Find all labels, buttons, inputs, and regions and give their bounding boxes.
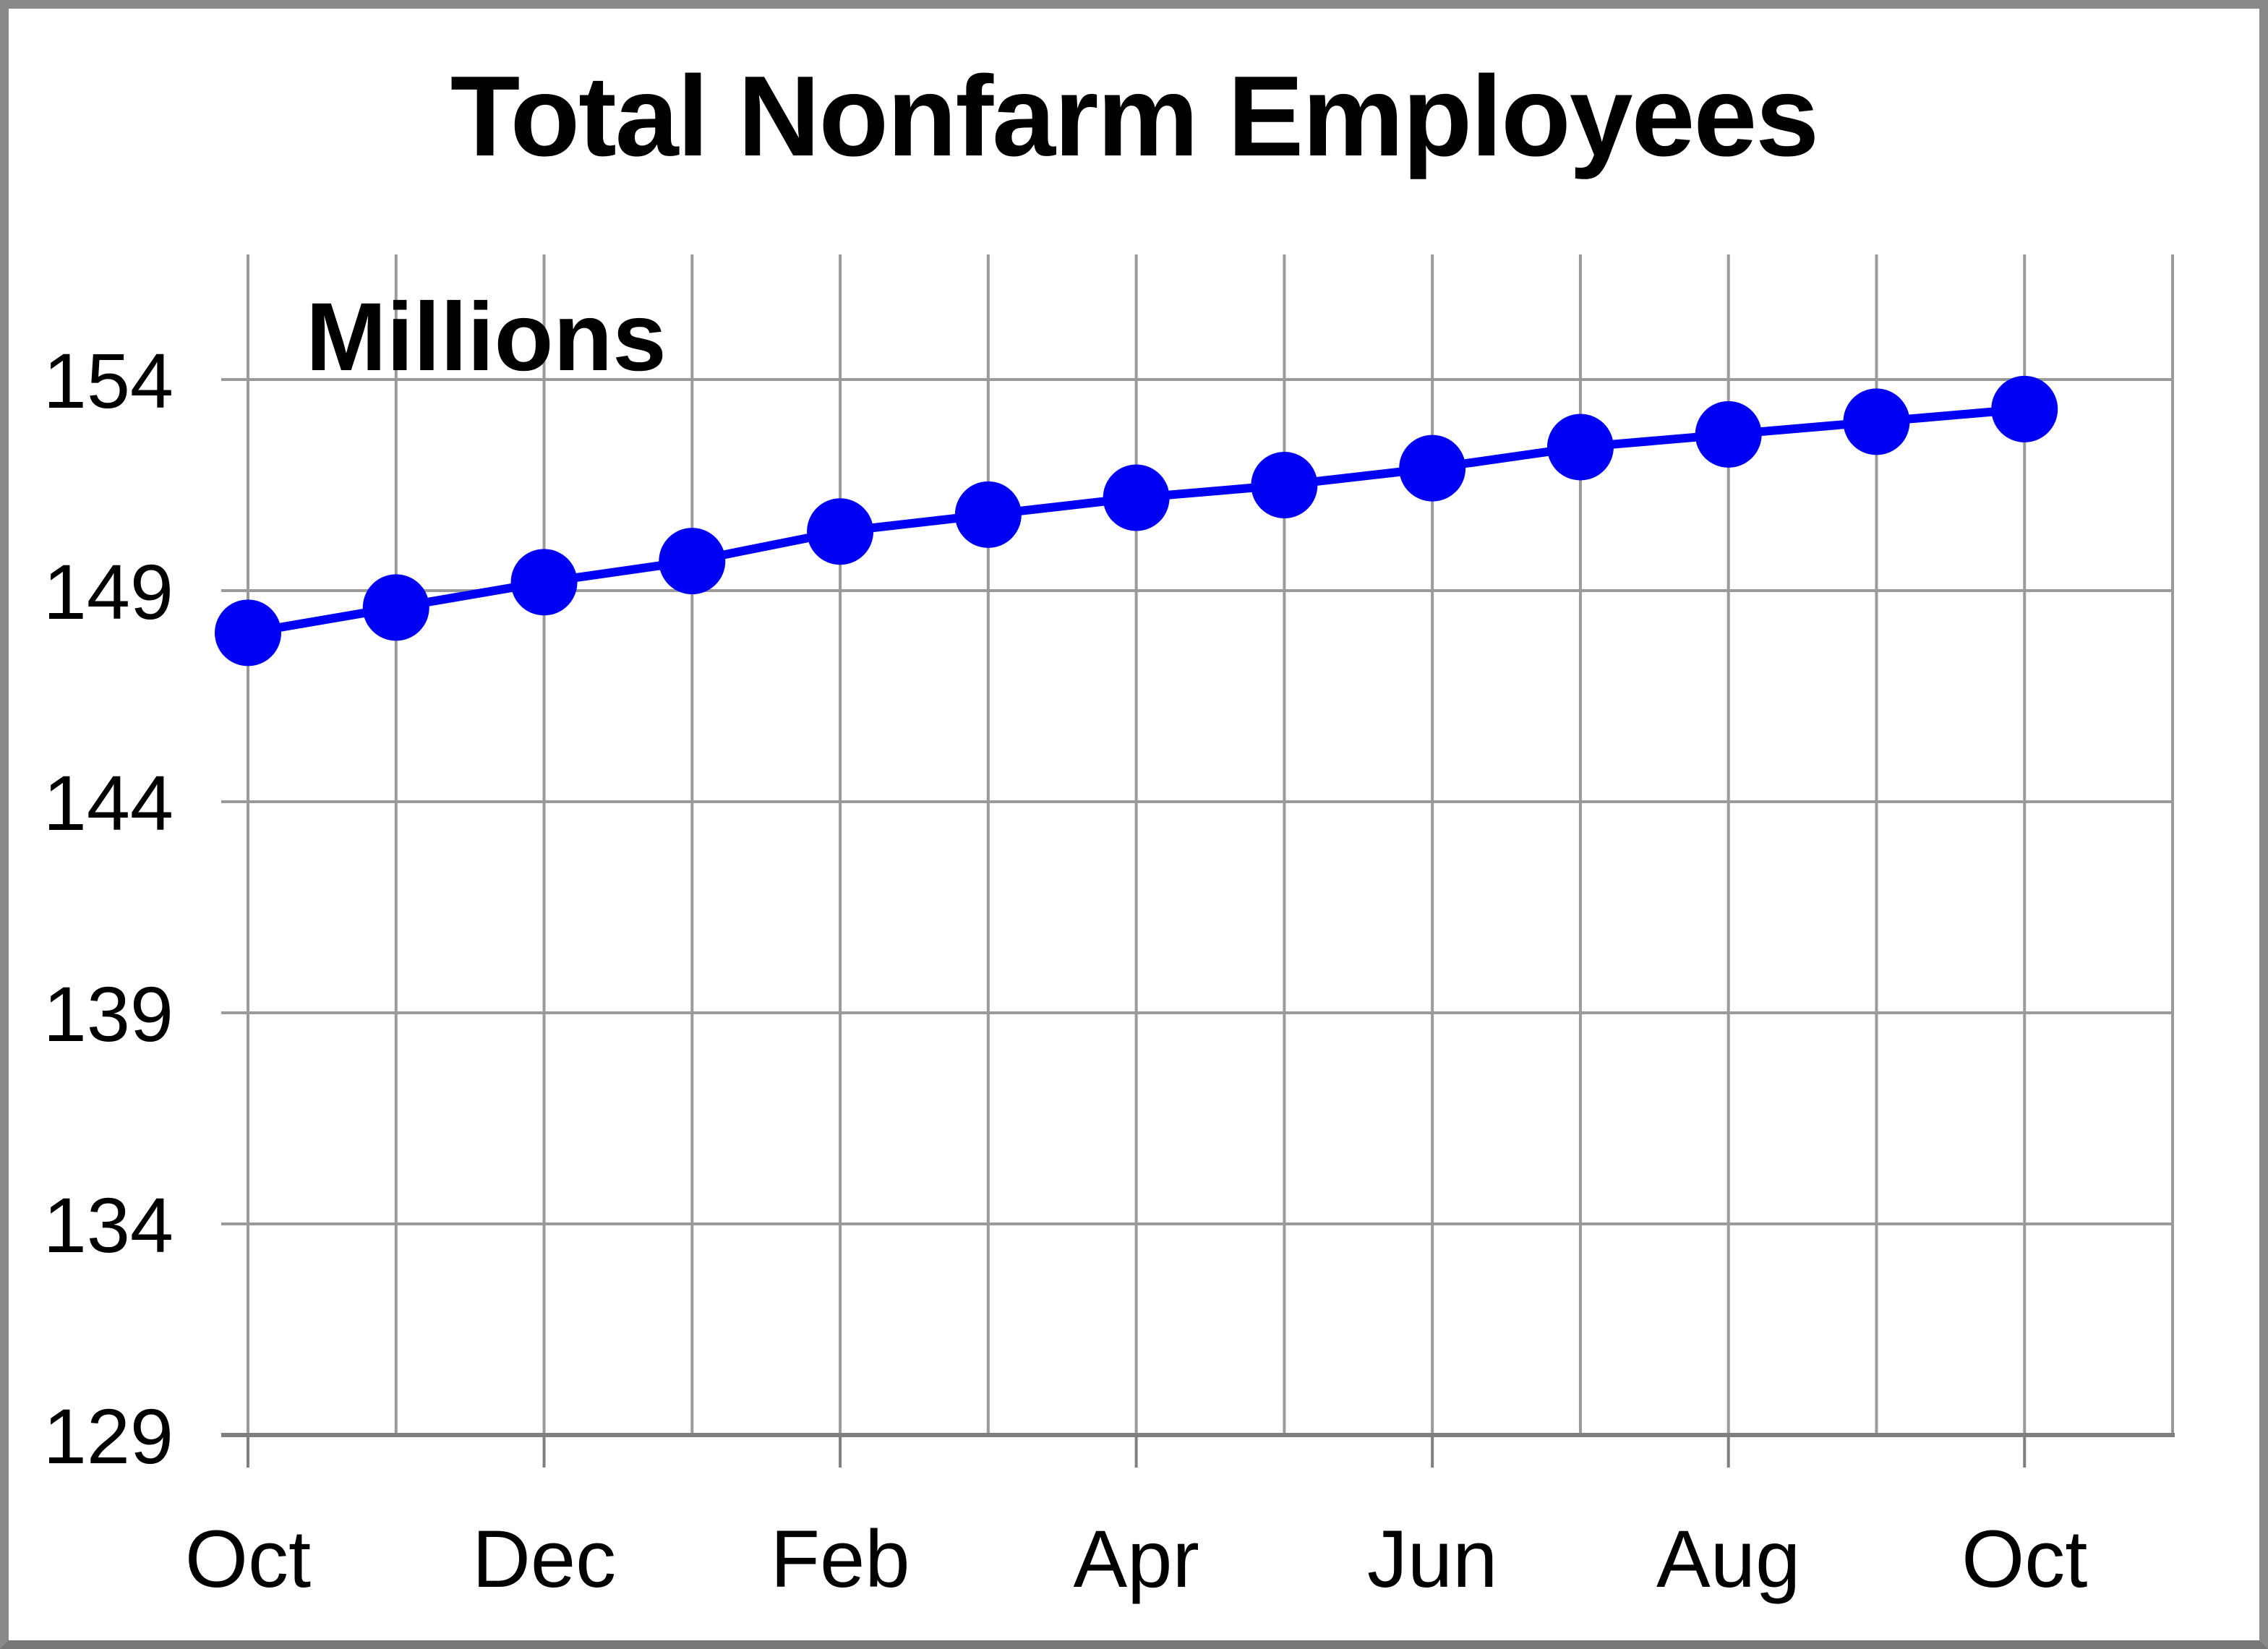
y-tick-label: 134 <box>43 1181 174 1269</box>
data-point-marker <box>1991 375 2058 442</box>
data-point-marker <box>954 481 1022 548</box>
x-tick-label: Jun <box>1367 1514 1498 1604</box>
data-point-marker <box>215 599 281 667</box>
y-tick-label: 129 <box>43 1392 174 1480</box>
data-point-marker <box>1103 464 1170 531</box>
x-tick-label: Aug <box>1656 1514 1800 1604</box>
axis-unit-label: Millions <box>306 283 667 391</box>
data-point-marker <box>1843 388 1910 455</box>
data-point-marker <box>1695 401 1762 468</box>
y-tick-label: 144 <box>43 759 174 847</box>
x-tick-label: Dec <box>472 1514 616 1604</box>
y-tick-label: 139 <box>43 970 174 1058</box>
data-point-marker <box>510 549 578 616</box>
data-point-marker <box>362 574 429 641</box>
x-tick-label: Oct <box>185 1514 311 1604</box>
data-point-marker <box>659 528 726 595</box>
data-point-marker <box>1251 452 1318 518</box>
chart-title: Total Nonfarm Employees <box>450 53 1819 180</box>
y-tick-label: 154 <box>43 337 174 424</box>
data-point-marker <box>1399 434 1466 502</box>
data-point-marker <box>807 498 874 565</box>
data-point-marker <box>1546 414 1614 481</box>
x-tick-label: Oct <box>1961 1514 2087 1604</box>
y-tick-label: 149 <box>43 548 174 635</box>
x-tick-label: Feb <box>771 1514 910 1604</box>
x-tick-label: Apr <box>1073 1514 1199 1604</box>
